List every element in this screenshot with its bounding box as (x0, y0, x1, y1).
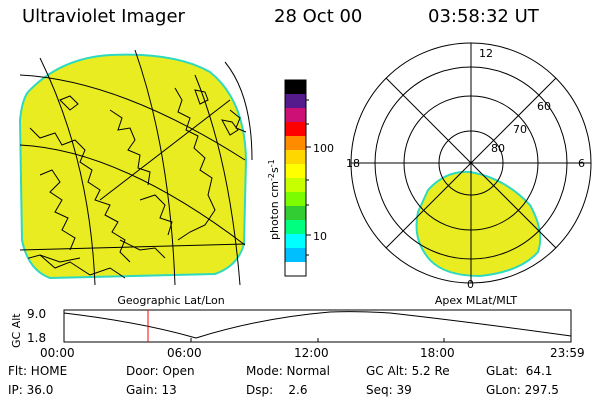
colorbar-band (285, 206, 306, 221)
mlt-label-midnight: 0 (467, 278, 474, 291)
mlat-label-60: 60 (537, 100, 551, 113)
colorbar-ticks (306, 99, 311, 256)
geo-emission-region (18, 53, 248, 280)
dsp-status: Dsp: 2.6 (246, 383, 308, 397)
colorbar-tick-10: 10 (313, 230, 327, 243)
timeline-xtick-0600: 06:00 (167, 346, 202, 360)
geographic-image (18, 49, 253, 286)
apex-emission-region (415, 170, 542, 278)
colorbar-band (285, 94, 306, 109)
colorbar-band (285, 122, 306, 137)
colorbar-band (285, 248, 306, 263)
ip-status: IP: 36.0 (8, 383, 54, 397)
glat-status: GLat: 64.1 (486, 364, 553, 378)
flight-status: Flt: HOME (8, 364, 68, 378)
colorbar-band (285, 108, 306, 123)
apex-panel-caption: Apex MLat/MLT (435, 294, 518, 307)
timeline-ytick-high: 9.0 (27, 307, 46, 321)
timeline-xtick-1800: 18:00 (420, 346, 455, 360)
timeline-ytick-low: 1.8 (27, 331, 46, 345)
mode-status: Mode: Normal (246, 364, 330, 378)
orbit-timeline: GC Alt 9.0 1.8 00:00 06:00 12:00 18:00 2… (10, 307, 585, 360)
intensity-colorbar (285, 80, 306, 277)
mlt-label-dusk: 18 (346, 157, 360, 170)
gain-status: Gain: 13 (126, 383, 177, 397)
apex-polar-plot: 12 18 6 0 60 70 80 (346, 42, 592, 291)
door-status: Door: Open (126, 364, 195, 378)
geo-grid-lines (19, 49, 253, 286)
gc-alt-status: GC Alt: 5.2 Re (366, 364, 450, 378)
colorbar-band (285, 136, 306, 151)
timeline-ylabel: GC Alt (10, 313, 23, 348)
colorbar-tick-100: 100 (313, 142, 334, 155)
seq-status: Seq: 39 (366, 383, 412, 397)
image-date: 28 Oct 00 (274, 6, 363, 27)
colorbar-band (285, 220, 306, 235)
colorbar-band (285, 80, 306, 95)
apex-grid (350, 42, 592, 284)
image-time: 03:58:32 UT (428, 6, 539, 27)
colorbar-band (285, 150, 306, 165)
colorbar-band (285, 262, 306, 277)
colorbar-frame (284, 79, 307, 277)
instrument-title: Ultraviolet Imager (22, 6, 185, 27)
mlt-label-noon: 12 (479, 47, 493, 60)
mlt-label-dawn: 6 (578, 157, 585, 170)
geo-panel-caption: Geographic Lat/Lon (117, 294, 224, 307)
timeline-xtick-1200: 12:00 (294, 346, 329, 360)
colorbar-band (285, 178, 306, 193)
geo-coastlines (21, 87, 239, 263)
altitude-curve (63, 311, 572, 339)
colorbar-unit-label: photon cm-2s-1 (267, 159, 281, 240)
colorbar-band (285, 234, 306, 249)
geo-outer-coast (39, 109, 247, 279)
timeline-xtick-2359: 23:59 (550, 346, 585, 360)
timeline-x-ticks (63, 338, 572, 342)
mlat-label-70: 70 (513, 123, 527, 136)
mlat-label-80: 80 (491, 142, 505, 155)
colorbar-band (285, 164, 306, 179)
glon-status: GLon: 297.5 (486, 383, 559, 397)
colorbar-band (285, 192, 306, 207)
timeline-xtick-0000: 00:00 (40, 346, 75, 360)
